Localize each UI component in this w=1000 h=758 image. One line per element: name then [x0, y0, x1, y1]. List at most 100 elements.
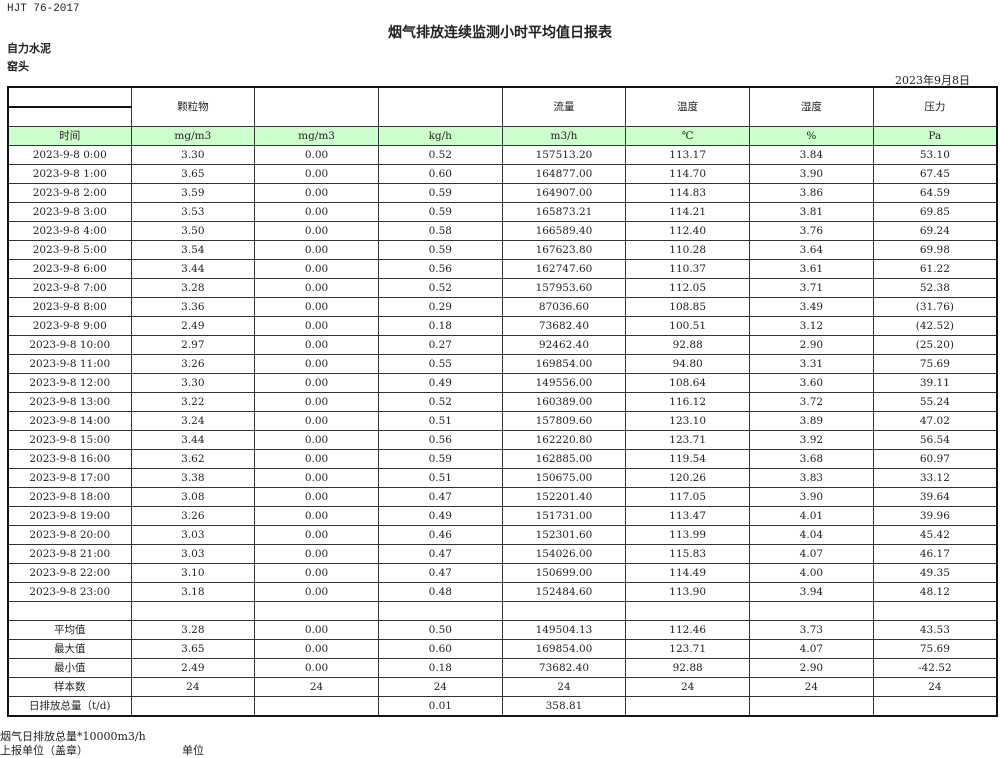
table-cell: 0.00	[254, 354, 379, 374]
table-cell: 2023-9-8 5:00	[7, 240, 132, 260]
table-cell: 3.36	[130, 297, 256, 317]
table-cell: 56.54	[872, 430, 998, 450]
table-cell: 152201.40	[501, 487, 627, 507]
table-cell: 162747.60	[501, 259, 627, 279]
table-cell: 3.26	[130, 354, 256, 374]
table-cell: 0.00	[254, 392, 379, 412]
table-cell: 94.80	[625, 354, 751, 374]
table-cell: 0.49	[377, 373, 503, 393]
table-cell: 3.44	[130, 430, 256, 450]
table-cell: 2023-9-8 8:00	[7, 297, 132, 317]
table-cell: 0.51	[377, 411, 503, 431]
table-cell	[872, 696, 998, 717]
table-cell: 3.10	[130, 563, 256, 583]
table-cell	[749, 601, 874, 621]
table-cell: 3.92	[749, 430, 874, 450]
table-cell: 0.18	[377, 658, 503, 678]
table-cell: 24	[872, 677, 998, 697]
table-cell: 152484.60	[501, 582, 627, 602]
table-cell: 157513.20	[501, 145, 627, 165]
table-cell: 24	[749, 677, 874, 697]
table-cell: 60.97	[872, 449, 998, 469]
table-cell: 3.50	[130, 221, 256, 241]
table-cell: 样本数	[7, 677, 132, 697]
table-cell: 0.56	[377, 259, 503, 279]
table-cell: 3.64	[749, 240, 874, 260]
header-cell: 湿度	[749, 86, 874, 127]
table-cell: 0.56	[377, 430, 503, 450]
table-cell: 0.47	[377, 544, 503, 564]
table-cell: 0.00	[254, 278, 379, 298]
table-cell: 4.04	[749, 525, 874, 545]
table-cell: 113.99	[625, 525, 751, 545]
table-cell: (25.20)	[872, 335, 998, 355]
table-cell: 4.01	[749, 506, 874, 526]
page-title: 烟气排放连续监测小时平均值日报表	[388, 25, 612, 41]
table-cell: 0.59	[377, 183, 503, 203]
table-cell: 112.05	[625, 278, 751, 298]
table-cell: 0.00	[254, 335, 379, 355]
stats-row: 平均值 3.28 0.00 0.50 149504.13 112.46 3.73 43.53	[7, 620, 998, 640]
table-cell: 39.96	[872, 506, 998, 526]
table-cell: 0.00	[254, 430, 379, 450]
table-cell: 0.00	[254, 240, 379, 260]
table-cell: 151731.00	[501, 506, 627, 526]
table-cell: 3.94	[749, 582, 874, 602]
table-cell: 164907.00	[501, 183, 627, 203]
table-cell: 149504.13	[501, 620, 627, 640]
table-cell: 2023-9-8 2:00	[7, 183, 132, 203]
table-cell: 150675.00	[501, 468, 627, 488]
table-row: 2023-9-8 13:00 3.22 0.00 0.52 160389.00 116.1…	[7, 392, 998, 412]
table-cell: 46.17	[872, 544, 998, 564]
location-name: 窑头	[7, 60, 29, 73]
company-name: 自力水泥	[7, 42, 51, 55]
table-cell: 64.59	[872, 183, 998, 203]
table-cell: 112.40	[625, 221, 751, 241]
table-cell: 2023-9-8 16:00	[7, 449, 132, 469]
table-cell: 3.03	[130, 525, 256, 545]
table-cell: 2023-9-8 1:00	[7, 164, 132, 184]
table-cell: Pa	[872, 126, 998, 146]
table-cell: 45.42	[872, 525, 998, 545]
table-cell: 0.00	[254, 411, 379, 431]
table-row: 2023-9-8 8:00 3.36 0.00 0.29 87036.60 108.85 3…	[7, 297, 998, 317]
table-cell: 3.72	[749, 392, 874, 412]
table-cell: 3.31	[749, 354, 874, 374]
table-cell: 24	[501, 677, 627, 697]
header-cell: 流量	[501, 86, 627, 127]
table-cell: 0.00	[254, 563, 379, 583]
table-cell: 53.10	[872, 145, 998, 165]
table-cell: 39.11	[872, 373, 998, 393]
corner-cell-top	[7, 86, 132, 108]
table-cell: 113.90	[625, 582, 751, 602]
table-cell: 0.27	[377, 335, 503, 355]
report-date: 2023年9月8日	[895, 74, 970, 87]
table-cell: 24	[254, 677, 379, 697]
table-cell: 2023-9-8 0:00	[7, 145, 132, 165]
table-cell: 48.12	[872, 582, 998, 602]
table-cell: 3.81	[749, 202, 874, 222]
stats-row: 日排放总量（t/d) 0.01 358.81	[7, 696, 998, 717]
table-cell: 119.54	[625, 449, 751, 469]
table-cell: 24	[625, 677, 751, 697]
table-cell: 2.90	[749, 658, 874, 678]
table-row: 2023-9-8 6:00 3.44 0.00 0.56 162747.60 110.37…	[7, 259, 998, 279]
table-cell: 113.47	[625, 506, 751, 526]
stats-row: 最小值 2.49 0.00 0.18 73682.40 92.88 2.90 -42.52	[7, 658, 998, 678]
table-cell: 3.24	[130, 411, 256, 431]
table-cell: 100.51	[625, 316, 751, 336]
table-cell: 0.29	[377, 297, 503, 317]
table-row: 2023-9-8 14:00 3.24 0.00 0.51 157809.60 123.1…	[7, 411, 998, 431]
table-cell: 2023-9-8 3:00	[7, 202, 132, 222]
table-cell: 0.50	[377, 620, 503, 640]
table-row: 2023-9-8 19:00 3.26 0.00 0.49 151731.00 113.4…	[7, 506, 998, 526]
table-cell: 166589.40	[501, 221, 627, 241]
table-row: 2023-9-8 2:00 3.59 0.00 0.59 164907.00 114.83…	[7, 183, 998, 203]
table-cell: 0.00	[254, 373, 379, 393]
table-cell	[872, 601, 998, 621]
table-cell: 114.83	[625, 183, 751, 203]
table-cell: (42.52)	[872, 316, 998, 336]
header-cell: 温度	[625, 86, 751, 127]
table-cell: 0.48	[377, 582, 503, 602]
table-cell: 3.65	[130, 639, 256, 659]
